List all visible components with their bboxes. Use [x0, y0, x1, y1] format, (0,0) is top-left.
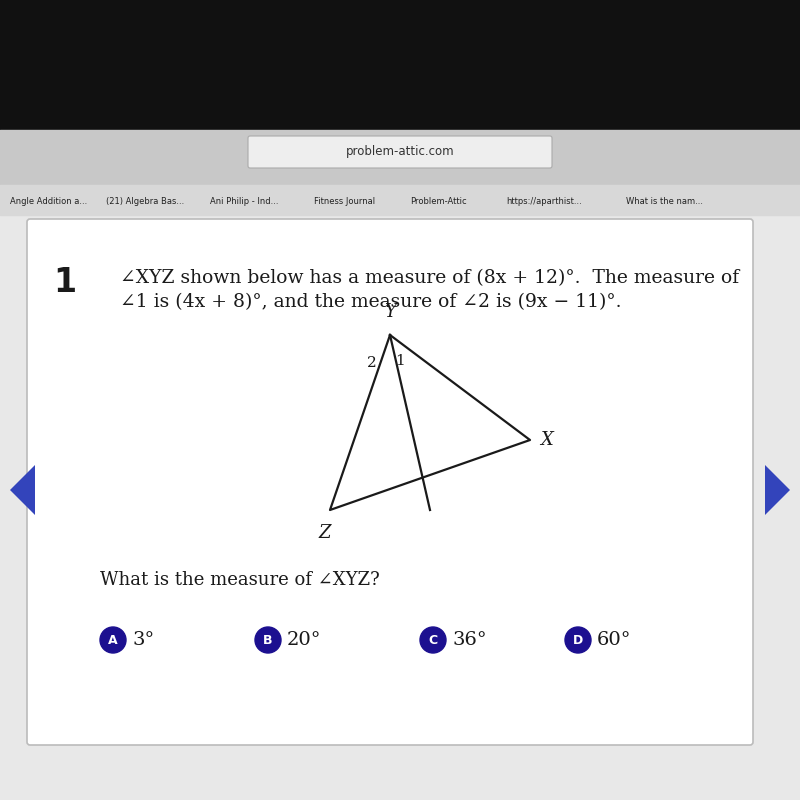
Text: ∠1 is (4x + 8)°, and the measure of ∠2 is (9x − 11)°.: ∠1 is (4x + 8)°, and the measure of ∠2 i… — [120, 293, 622, 311]
Polygon shape — [765, 465, 790, 515]
Text: What is the nam...: What is the nam... — [626, 198, 703, 206]
Text: problem-attic.com: problem-attic.com — [346, 146, 454, 158]
Text: X: X — [540, 431, 553, 449]
Text: Y: Y — [384, 303, 396, 321]
Text: 3°: 3° — [132, 631, 154, 649]
FancyBboxPatch shape — [27, 219, 753, 745]
FancyBboxPatch shape — [248, 136, 552, 168]
Text: A: A — [108, 634, 118, 646]
Text: https://aparthist...: https://aparthist... — [506, 198, 582, 206]
Text: Problem-Attic: Problem-Attic — [410, 198, 466, 206]
Polygon shape — [10, 465, 35, 515]
Circle shape — [565, 627, 591, 653]
Text: D: D — [573, 634, 583, 646]
Text: B: B — [263, 634, 273, 646]
Text: 2: 2 — [367, 356, 377, 370]
Text: Ani Philip - Ind...: Ani Philip - Ind... — [210, 198, 278, 206]
Circle shape — [420, 627, 446, 653]
Text: (21) Algebra Bas...: (21) Algebra Bas... — [106, 198, 184, 206]
Text: What is the measure of ∠XYZ?: What is the measure of ∠XYZ? — [100, 571, 380, 589]
Text: C: C — [429, 634, 438, 646]
Text: Angle Addition a...: Angle Addition a... — [10, 198, 87, 206]
Circle shape — [255, 627, 281, 653]
Text: 36°: 36° — [452, 631, 486, 649]
Text: Z: Z — [318, 524, 331, 542]
Text: 1: 1 — [395, 354, 405, 368]
Circle shape — [100, 627, 126, 653]
Text: ∠XYZ shown below has a measure of (8x + 12)°.  The measure of: ∠XYZ shown below has a measure of (8x + … — [120, 269, 739, 287]
Text: 60°: 60° — [597, 631, 631, 649]
Text: 20°: 20° — [287, 631, 322, 649]
Text: 1: 1 — [54, 266, 77, 298]
Text: Fitness Journal: Fitness Journal — [314, 198, 375, 206]
